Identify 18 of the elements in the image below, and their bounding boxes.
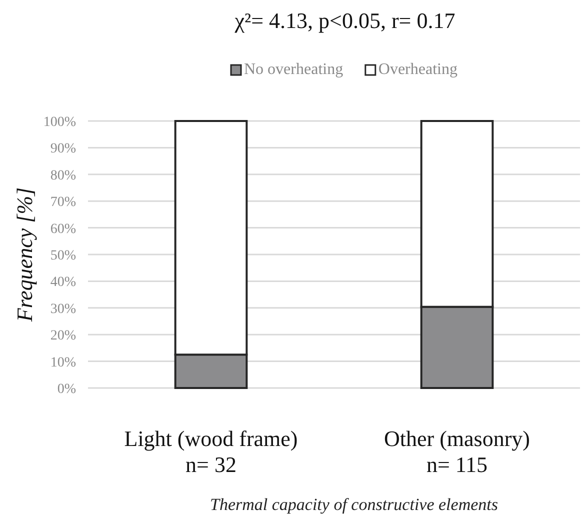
y-tick-label: 20% [50,328,76,344]
y-tick-label: 60% [50,222,76,237]
legend-label: Overheating [378,61,458,78]
y-tick-label: 10% [50,355,76,370]
y-tick-label: 80% [50,168,76,184]
y-tick-label: 90% [50,142,76,157]
chart-title: χ²= 4.13, p<0.05, r= 0.17 [234,8,456,33]
y-tick-label: 0% [57,382,76,397]
y-tick-label: 40% [50,275,76,290]
y-tick-label: 50% [50,248,76,264]
x-tick-label: Other (masonry) n= 115 [384,426,530,477]
x-tick-label: Light (wood frame) n= 32 [124,426,298,477]
y-axis-title: Frequency [%] [12,187,37,323]
legend-label: No overheating [244,61,344,78]
x-axis-title: Thermal capacity of constructive elements [210,495,498,514]
y-tick-label: 30% [50,302,76,317]
y-tick-label: 70% [50,195,76,210]
y-tick-label: 100% [43,115,76,130]
